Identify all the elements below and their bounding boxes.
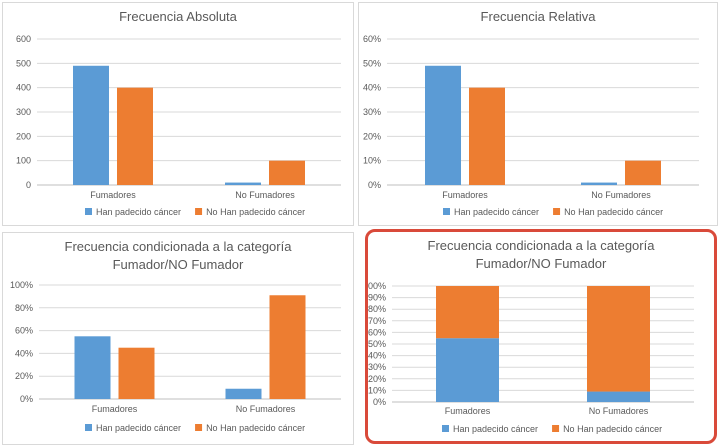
- chart-title: Fumador/NO Fumador: [476, 256, 607, 271]
- y-tick-label: 0%: [20, 394, 33, 404]
- y-tick-label: 100%: [368, 281, 386, 291]
- legend-label: Han padecido cáncer: [454, 207, 539, 217]
- y-tick-label: 10%: [368, 385, 386, 395]
- panel-conditional-frequency: Frecuencia condicionada a la categoría Fu…: [2, 232, 354, 445]
- y-tick-label: 100%: [10, 280, 33, 290]
- bar-han: [225, 388, 262, 399]
- bar-no-han: [118, 347, 155, 399]
- category-label: Fumadores: [90, 190, 136, 200]
- y-tick-label: 300: [16, 107, 31, 117]
- chart-title: Frecuencia Absoluta: [119, 9, 238, 24]
- bar-han: [225, 182, 261, 185]
- panel-absolute-frequency: Frecuencia Absoluta 0 100 200 300 400 500 600 Fu…: [2, 2, 354, 226]
- y-tick-label: 0%: [373, 397, 386, 407]
- chart-relative-frequency: Frecuencia Relativa 0% 10% 20% 30% 40% 50% 60% F…: [363, 9, 699, 217]
- bar-han: [581, 182, 617, 185]
- category-label: No Fumadores: [589, 406, 649, 416]
- y-tick-label: 40%: [368, 351, 386, 361]
- y-tick-label: 30%: [368, 362, 386, 372]
- y-tick-label: 600: [16, 34, 31, 44]
- legend-label: No Han padecido cáncer: [563, 424, 662, 434]
- legend-swatch: [195, 208, 203, 215]
- chart-title: Fumador/NO Fumador: [113, 257, 244, 272]
- bar-han: [74, 336, 111, 399]
- y-tick-label: 50%: [363, 58, 381, 68]
- y-tick-label: 60%: [368, 327, 386, 337]
- y-tick-label: 100: [16, 156, 31, 166]
- chart-absolute-frequency: Frecuencia Absoluta 0 100 200 300 400 500 600 Fu…: [16, 9, 341, 217]
- legend-label: Han padecido cáncer: [96, 423, 181, 433]
- chart-conditional-frequency-stacked: Frecuencia condicionada a la categoría Fu…: [368, 238, 694, 434]
- y-tick-label: 0%: [368, 180, 381, 190]
- bar-han: [425, 65, 461, 185]
- legend-swatch: [552, 425, 560, 432]
- bar-no-han: [587, 286, 650, 392]
- legend-label: Han padecido cáncer: [96, 207, 181, 217]
- legend-swatch: [553, 208, 561, 215]
- y-tick-label: 80%: [15, 303, 33, 313]
- bar-han: [587, 391, 650, 402]
- bar-no-han: [625, 160, 661, 185]
- category-label: No Fumadores: [591, 190, 651, 200]
- legend-swatch: [442, 425, 449, 432]
- legend-swatch: [85, 424, 92, 431]
- legend-label: No Han padecido cáncer: [564, 207, 663, 217]
- bar-no-han: [269, 160, 305, 185]
- bar-no-han: [469, 87, 505, 185]
- y-tick-label: 70%: [368, 316, 386, 326]
- y-tick-label: 20%: [15, 371, 33, 381]
- category-label: Fumadores: [92, 404, 138, 414]
- category-label: No Fumadores: [236, 404, 296, 414]
- legend-label: Han padecido cáncer: [453, 424, 538, 434]
- y-tick-label: 40%: [363, 83, 381, 93]
- panel-conditional-frequency-stacked: Frecuencia condicionada a la categoría Fu…: [365, 229, 717, 444]
- bar-no-han: [436, 286, 499, 339]
- chart-title: Frecuencia condicionada a la categoría: [65, 239, 293, 254]
- y-tick-label: 90%: [368, 293, 386, 303]
- bar-han: [73, 65, 109, 185]
- y-tick-label: 50%: [368, 339, 386, 349]
- category-label: Fumadores: [445, 406, 491, 416]
- bar-no-han: [269, 295, 306, 399]
- legend-swatch: [443, 208, 450, 215]
- panel-relative-frequency: Frecuencia Relativa 0% 10% 20% 30% 40% 50% 60% F…: [358, 2, 718, 226]
- chart-conditional-frequency: Frecuencia condicionada a la categoría Fu…: [10, 239, 341, 433]
- legend-label: No Han padecido cáncer: [206, 423, 305, 433]
- y-tick-label: 20%: [368, 374, 386, 384]
- chart-title: Frecuencia Relativa: [481, 9, 597, 24]
- bar-han: [436, 338, 499, 402]
- y-tick-label: 60%: [15, 326, 33, 336]
- y-tick-label: 500: [16, 58, 31, 68]
- y-tick-label: 60%: [363, 34, 381, 44]
- legend-swatch: [195, 424, 203, 431]
- legend-swatch: [85, 208, 92, 215]
- y-tick-label: 20%: [363, 131, 381, 141]
- bar-no-han: [117, 87, 153, 185]
- y-tick-label: 400: [16, 83, 31, 93]
- chart-title: Frecuencia condicionada a la categoría: [428, 238, 656, 253]
- y-tick-label: 0: [26, 180, 31, 190]
- y-tick-label: 40%: [15, 348, 33, 358]
- y-tick-label: 10%: [363, 156, 381, 166]
- y-tick-label: 80%: [368, 304, 386, 314]
- legend-label: No Han padecido cáncer: [206, 207, 305, 217]
- y-tick-label: 200: [16, 131, 31, 141]
- category-label: No Fumadores: [235, 190, 295, 200]
- y-tick-label: 30%: [363, 107, 381, 117]
- category-label: Fumadores: [442, 190, 488, 200]
